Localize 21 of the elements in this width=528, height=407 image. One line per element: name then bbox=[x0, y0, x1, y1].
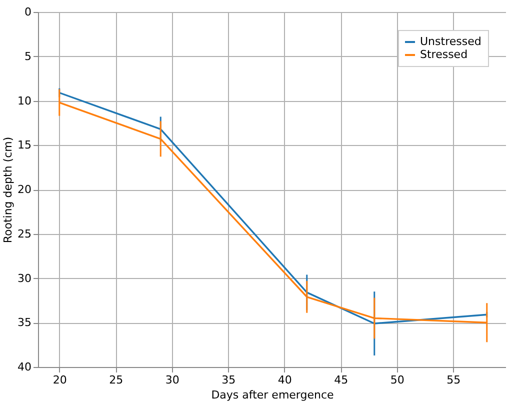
y-tick-label: 10 bbox=[18, 94, 32, 108]
legend-label: Unstressed bbox=[420, 35, 482, 48]
x-tick-label: 40 bbox=[278, 374, 292, 386]
x-axis-title: Days after emergence bbox=[211, 388, 334, 402]
x-tick-label: 50 bbox=[390, 374, 404, 386]
y-tick-label: 15 bbox=[18, 138, 32, 152]
x-tick-label: 55 bbox=[446, 374, 461, 386]
x-tick-label: 25 bbox=[109, 374, 124, 386]
x-tick-label: 35 bbox=[222, 374, 236, 386]
y-tick-label: 25 bbox=[18, 227, 32, 240]
y-axis-title: Rooting depth (cm) bbox=[2, 136, 15, 244]
y-tick-label: 35 bbox=[18, 316, 32, 330]
x-tick-label: 20 bbox=[52, 374, 67, 386]
x-tick-label: 45 bbox=[334, 374, 348, 386]
y-tick-label: 40 bbox=[18, 360, 32, 374]
legend-label: Stressed bbox=[420, 48, 468, 61]
y-tick-label: 0 bbox=[24, 6, 32, 18]
x-tick-label: 30 bbox=[165, 374, 180, 386]
y-tick-label: 5 bbox=[24, 50, 32, 63]
y-tick-label: 20 bbox=[18, 183, 32, 196]
y-tick-label: 30 bbox=[18, 272, 32, 285]
